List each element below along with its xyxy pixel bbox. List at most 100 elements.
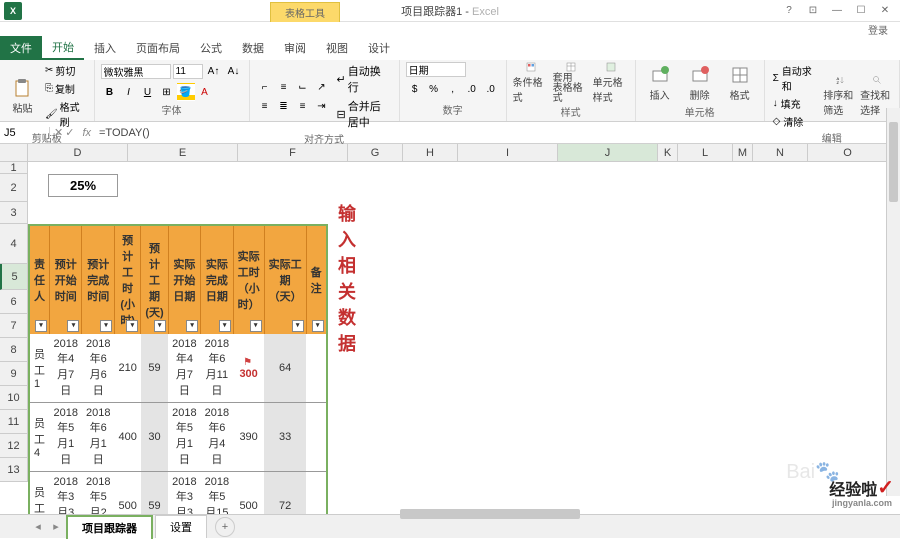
table-row[interactable]: 员工 12018年4月7日2018年6月6日210592018年4月7日2018… [29,334,327,403]
menu-home[interactable]: 开始 [42,36,84,60]
currency-icon[interactable]: $ [406,80,424,98]
table-header[interactable]: 实际完成日期▾ [201,225,233,334]
help-icon[interactable]: ? [778,2,800,20]
table-header[interactable]: 预计工时 (小时)▾ [114,225,140,334]
autosum-button[interactable]: Σ自动求和 [771,62,820,94]
insert-cell-button[interactable]: 插入 [642,62,678,104]
table-cell[interactable]: 500 [114,472,140,515]
cancel-formula-icon[interactable]: ✕ [54,126,63,139]
table-cell[interactable]: 72 [264,472,306,515]
orientation-icon[interactable]: ↗ [313,78,331,96]
table-cell[interactable]: 员工 2 [29,472,50,515]
increase-font-icon[interactable]: A↑ [205,62,223,80]
scroll-thumb-h[interactable] [400,509,580,519]
table-format-button[interactable]: 套用 表格格式 [553,62,589,104]
table-cell[interactable]: 2018年3月3日 [168,472,200,515]
table-header[interactable]: 预计工期 (天)▾ [141,225,168,334]
number-format-select[interactable] [406,62,466,77]
table-cell[interactable]: 2018年6月4日 [201,403,233,472]
menu-view[interactable]: 视图 [316,36,358,60]
table-cell[interactable]: 400 [114,403,140,472]
conditional-format-button[interactable]: 条件格式 [513,62,549,104]
underline-button[interactable]: U [139,83,157,101]
border-button[interactable]: ⊞ [158,83,176,101]
table-cell[interactable]: 2018年6月11日 [201,334,233,403]
indent-icon[interactable]: ⇥ [313,97,331,115]
filter-dropdown-icon[interactable]: ▾ [250,320,262,332]
scroll-thumb[interactable] [889,122,898,202]
paste-button[interactable]: 粘贴 [6,75,39,117]
font-name-select[interactable] [101,64,171,79]
col-header-E[interactable]: E [128,144,238,161]
filter-dropdown-icon[interactable]: ▾ [126,320,138,332]
menu-insert[interactable]: 插入 [84,36,126,60]
table-cell[interactable]: 64 [264,334,306,403]
filter-dropdown-icon[interactable]: ▾ [154,320,166,332]
align-left-icon[interactable]: ≡ [256,97,274,115]
delete-cell-button[interactable]: 删除 [682,62,718,104]
font-size-select[interactable] [173,64,203,79]
table-cell[interactable]: 2018年5月2日 [82,472,114,515]
col-header-L[interactable]: L [678,144,733,161]
menu-design[interactable]: 设计 [358,36,400,60]
row-header-10[interactable]: 10 [0,386,27,410]
fill-color-button[interactable]: 🪣 [177,83,195,101]
font-color-button[interactable]: A [196,83,214,101]
row-header-4[interactable]: 4 [0,224,27,264]
table-header[interactable]: 实际工时 （小时）▾ [233,225,264,334]
filter-dropdown-icon[interactable]: ▾ [312,320,324,332]
table-cell[interactable]: 390 [233,403,264,472]
menu-file[interactable]: 文件 [0,36,42,60]
row-header-9[interactable]: 9 [0,362,27,386]
filter-dropdown-icon[interactable]: ▾ [35,320,47,332]
align-right-icon[interactable]: ≡ [294,97,312,115]
close-icon[interactable]: ✕ [874,2,896,20]
italic-button[interactable]: I [120,83,138,101]
table-header[interactable]: 预计开始时间▾ [50,225,82,334]
table-cell[interactable]: 500 [233,472,264,515]
table-cell[interactable]: 员工 1 [29,334,50,403]
table-cell[interactable]: 2018年5月15日 [201,472,233,515]
row-header-5[interactable]: 5 [0,264,27,290]
maximize-icon[interactable]: ☐ [850,2,872,20]
select-all-corner[interactable] [0,144,28,161]
table-cell[interactable]: 33 [264,403,306,472]
table-cell[interactable]: ⚑300 [233,334,264,403]
col-header-O[interactable]: O [808,144,888,161]
col-header-J[interactable]: J [558,144,658,161]
col-header-I[interactable]: I [458,144,558,161]
sheet-tab-settings[interactable]: 设置 [155,515,207,538]
table-cell[interactable]: 210 [114,334,140,403]
table-cell[interactable]: 2018年6月1日 [82,403,114,472]
col-header-D[interactable]: D [28,144,128,161]
filter-dropdown-icon[interactable]: ▾ [292,320,304,332]
table-cell[interactable]: 2018年4月7日 [50,334,82,403]
copy-button[interactable]: ⎘复制 [43,80,88,97]
table-header[interactable]: 预计完成时间▾ [82,225,114,334]
new-sheet-button[interactable]: + [215,517,235,537]
align-center-icon[interactable]: ≣ [275,97,293,115]
row-header-7[interactable]: 7 [0,314,27,338]
login-link[interactable]: 登录 [868,22,888,36]
fill-button[interactable]: ↓填充 [771,95,820,112]
table-cell[interactable]: 59 [141,334,168,403]
table-cell[interactable]: 59 [141,472,168,515]
vertical-scrollbar[interactable] [886,108,900,496]
menu-formula[interactable]: 公式 [190,36,232,60]
bold-button[interactable]: B [101,83,119,101]
context-tab-label[interactable]: 表格工具 [270,2,340,22]
row-header-2[interactable]: 2 [0,174,27,202]
col-header-F[interactable]: F [238,144,348,161]
col-header-H[interactable]: H [403,144,458,161]
col-header-N[interactable]: N [753,144,808,161]
comma-icon[interactable]: , [444,80,462,98]
sort-filter-button[interactable]: AZ排序和筛选 [823,75,856,117]
increase-decimal-icon[interactable]: .0 [463,80,481,98]
table-row[interactable]: 员工 42018年5月1日2018年6月1日400302018年5月1日2018… [29,403,327,472]
cut-button[interactable]: ✂剪切 [43,62,88,79]
name-box[interactable]: J5 [0,127,50,139]
table-cell[interactable]: 30 [141,403,168,472]
table-header[interactable]: 备注▾ [306,225,327,334]
menu-layout[interactable]: 页面布局 [126,36,190,60]
filter-dropdown-icon[interactable]: ▾ [100,320,112,332]
